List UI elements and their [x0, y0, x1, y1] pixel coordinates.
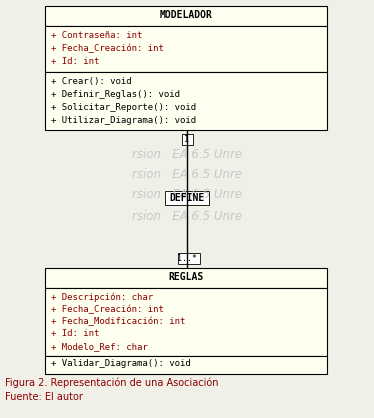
Text: + Descripción: char: + Descripción: char: [51, 292, 153, 301]
Bar: [45, 26, 327, 72]
Bar: [178, 253, 200, 264]
Text: Figura 2. Representación de una Asociación: Figura 2. Representación de una Asociaci…: [5, 378, 218, 388]
Text: + Fecha_Creación: int: + Fecha_Creación: int: [51, 304, 164, 314]
Bar: [45, 268, 327, 288]
Text: DEFINE: DEFINE: [169, 193, 205, 203]
Text: rsion   EA 6.5 Unre: rsion EA 6.5 Unre: [132, 210, 242, 223]
Text: + Id: int: + Id: int: [51, 57, 99, 66]
Text: + Solicitar_Reporte(): void: + Solicitar_Reporte(): void: [51, 103, 196, 112]
Text: + Contraseña: int: + Contraseña: int: [51, 31, 142, 40]
Text: + Fecha_Creación: int: + Fecha_Creación: int: [51, 44, 164, 54]
Text: rsion   EA 6.5 Unre: rsion EA 6.5 Unre: [132, 168, 242, 181]
Text: rsion   EA 6.5 Unre: rsion EA 6.5 Unre: [132, 188, 242, 201]
Bar: [165, 191, 209, 205]
Text: + Definir_Reglas(): void: + Definir_Reglas(): void: [51, 90, 180, 99]
Text: + Fecha_Modificación: int: + Fecha_Modificación: int: [51, 317, 186, 326]
Text: + Validar_Diagrama(): void: + Validar_Diagrama(): void: [51, 359, 191, 368]
Text: 1..*: 1..*: [177, 254, 197, 263]
Text: REGLAS: REGLAS: [168, 272, 203, 282]
Text: + Utilizar_Diagrama(): void: + Utilizar_Diagrama(): void: [51, 116, 196, 125]
Bar: [45, 288, 327, 356]
Bar: [45, 72, 327, 130]
Text: rsion   EA 6.5 Unre: rsion EA 6.5 Unre: [132, 148, 242, 161]
Text: + Id: int: + Id: int: [51, 329, 99, 339]
Text: + Modelo_Ref: char: + Modelo_Ref: char: [51, 342, 148, 351]
Text: MODELADOR: MODELADOR: [160, 10, 212, 20]
Text: 1: 1: [184, 135, 190, 144]
Text: Fuente: El autor: Fuente: El autor: [5, 392, 83, 402]
Bar: [45, 6, 327, 26]
Text: + Crear(): void: + Crear(): void: [51, 77, 132, 86]
Bar: [45, 356, 327, 374]
Bar: [182, 134, 193, 145]
